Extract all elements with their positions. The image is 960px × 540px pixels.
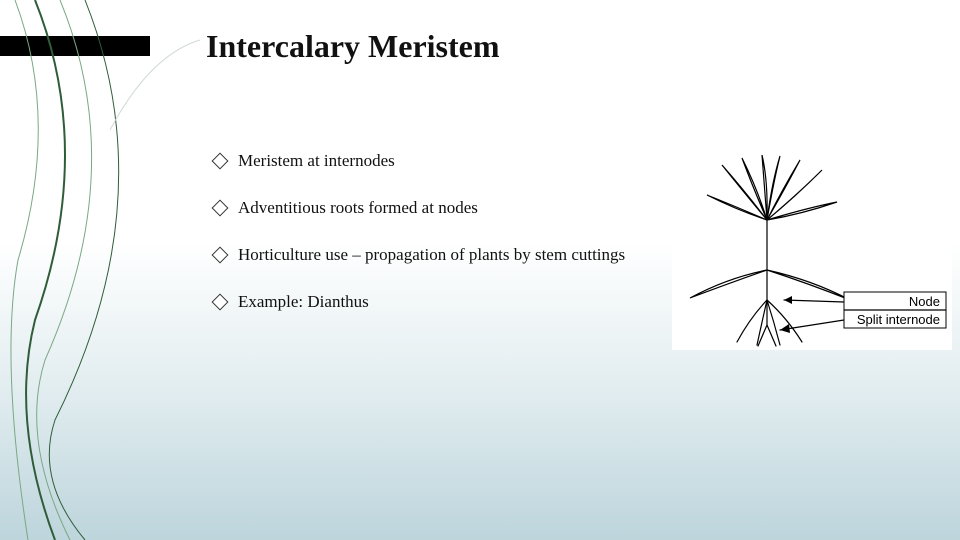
- diagram-label-split-internode: Split internode: [857, 312, 940, 327]
- bullet-list: Meristem at internodes Adventitious root…: [214, 150, 644, 338]
- bullet-text: Horticulture use – propagation of plants…: [238, 244, 644, 267]
- list-item: Adventitious roots formed at nodes: [214, 197, 644, 220]
- diamond-bullet-icon: [212, 293, 229, 310]
- bullet-text: Adventitious roots formed at nodes: [238, 197, 644, 220]
- decorative-curves: [0, 0, 220, 540]
- slide-title: Intercalary Meristem: [206, 28, 500, 65]
- plant-diagram: Node Split internode: [672, 150, 952, 350]
- diamond-bullet-icon: [212, 153, 229, 170]
- bullet-text: Example: Dianthus: [238, 291, 644, 314]
- list-item: Meristem at internodes: [214, 150, 644, 173]
- list-item: Example: Dianthus: [214, 291, 644, 314]
- slide: Intercalary Meristem Meristem at interno…: [0, 0, 960, 540]
- list-item: Horticulture use – propagation of plants…: [214, 244, 644, 267]
- diamond-bullet-icon: [212, 246, 229, 263]
- diamond-bullet-icon: [212, 199, 229, 216]
- bullet-text: Meristem at internodes: [238, 150, 644, 173]
- diagram-label-node: Node: [909, 294, 940, 309]
- accent-bar: [0, 36, 150, 56]
